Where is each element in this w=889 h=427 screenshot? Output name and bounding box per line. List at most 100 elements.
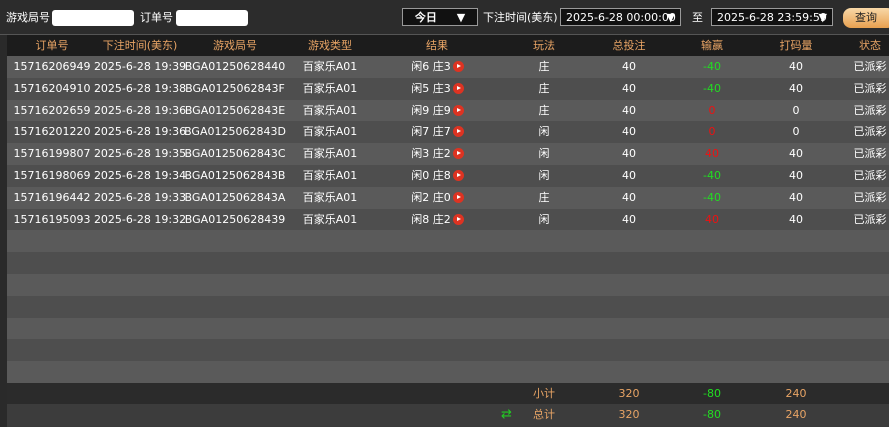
cell: 庄: [538, 190, 550, 204]
summary-value: -80: [703, 387, 721, 400]
caret: ▼: [818, 11, 827, 24]
cell: 40: [622, 103, 636, 117]
summary-value: 240: [785, 408, 807, 421]
column-header: 游戏局号: [213, 39, 257, 52]
empty-row: [7, 252, 889, 275]
cell: 40: [622, 169, 636, 182]
query-button[interactable]: 查询: [843, 8, 889, 28]
cell: 闲: [538, 169, 550, 182]
cell: 40: [789, 60, 803, 73]
empty-row: [7, 361, 889, 384]
cell: 40: [622, 147, 636, 161]
cell: 15716206949: [13, 60, 91, 73]
cell: 15716204910: [13, 81, 91, 95]
column-header: 结果: [426, 39, 448, 52]
play-icon[interactable]: [453, 148, 464, 160]
table-row[interactable]: [7, 56, 889, 78]
summary-value: -80: [703, 408, 721, 421]
cell: 庄: [538, 81, 550, 95]
summary-value: 320: [618, 408, 640, 421]
play-icon[interactable]: [453, 61, 464, 72]
empty-row: [7, 295, 889, 318]
cell: 2025-6-28 19:36: [93, 103, 187, 117]
column-header: 输赢: [701, 39, 723, 52]
play-icon[interactable]: [453, 213, 464, 225]
table-row[interactable]: [7, 143, 889, 166]
cell: 0: [792, 125, 800, 139]
cell: 40: [789, 81, 803, 95]
cell: 百家乐A01: [302, 190, 358, 204]
cell: BGA0125062843A: [184, 190, 286, 204]
column-header: 游戏类型: [308, 39, 352, 52]
table-row[interactable]: [7, 99, 889, 122]
summary-label: 小计: [533, 387, 555, 400]
play-icon[interactable]: [453, 104, 464, 116]
cell: 15716195093: [13, 212, 91, 226]
cell: 0: [708, 103, 716, 117]
summary-value: 240: [785, 387, 807, 400]
cell: 庄: [538, 60, 550, 73]
period-select[interactable]: 今日 ▼: [402, 8, 478, 26]
cell: 15716199807: [13, 147, 91, 161]
play-icon[interactable]: [453, 170, 464, 181]
label: 至: [692, 11, 703, 24]
cell: 百家乐A01: [302, 60, 358, 73]
start-select[interactable]: 2025-6-28 00:00:00 ▼: [560, 8, 681, 26]
label: 订单号: [140, 11, 173, 24]
cell: 40: [789, 147, 803, 161]
table-row[interactable]: [7, 77, 889, 100]
cell: 15716202659: [13, 103, 91, 117]
cell: 2025-6-28 19:34: [93, 169, 187, 182]
cell: 40: [622, 60, 636, 73]
cell: 40: [622, 125, 636, 139]
cell: 40: [622, 212, 636, 226]
value: 今日: [414, 11, 437, 24]
label: 游戏局号: [6, 11, 50, 24]
cell: 闲0 庄8: [411, 169, 451, 182]
cell: 已派彩: [853, 81, 887, 95]
play-icon[interactable]: [453, 126, 464, 138]
summary-value: 320: [618, 387, 640, 400]
cell: 闲2 庄0: [411, 190, 451, 204]
empty-row: [7, 339, 889, 362]
play-icon[interactable]: [453, 82, 464, 94]
cell: 2025-6-28 19:35: [93, 147, 187, 161]
cell: 闲5 庄3: [411, 81, 451, 95]
cell: 已派彩: [853, 190, 887, 204]
subtotal-row: [7, 383, 889, 405]
cell: 40: [705, 212, 719, 226]
header-row: [7, 35, 889, 56]
cell: 百家乐A01: [302, 212, 358, 226]
cell: -40: [703, 81, 721, 95]
cell: 已派彩: [853, 212, 887, 226]
table-row[interactable]: [7, 165, 889, 187]
cell: 闲: [538, 125, 550, 139]
cell: 闲8 庄2: [411, 212, 451, 226]
cell: 40: [622, 190, 636, 204]
cell: 百家乐A01: [302, 147, 358, 161]
column-header: 打码量: [779, 39, 813, 52]
cell: 2025-6-28 19:33: [93, 190, 187, 204]
column-header: 玩法: [533, 39, 555, 52]
empty-row: [7, 274, 889, 296]
cell: 百家乐A01: [302, 103, 358, 117]
cell: 15716196442: [13, 190, 91, 204]
label: 下注时间(美东): [483, 11, 558, 24]
table-row[interactable]: [7, 186, 889, 209]
cell: 已派彩: [853, 103, 887, 117]
value: 2025-6-28 23:59:59: [717, 11, 827, 24]
cell: 0: [708, 125, 716, 139]
end-select[interactable]: 2025-6-28 23:59:59 ▼: [711, 8, 833, 26]
cell: 40: [789, 190, 803, 204]
cell: 2025-6-28 19:39: [93, 60, 187, 73]
order-input[interactable]: [176, 10, 248, 26]
table-row[interactable]: [7, 121, 889, 144]
table-row[interactable]: [7, 208, 889, 231]
refresh-icon[interactable]: ⇄: [501, 407, 512, 422]
round-input[interactable]: [52, 10, 134, 26]
cell: -40: [703, 190, 721, 204]
play-icon[interactable]: [453, 191, 464, 203]
cell: 0: [792, 103, 800, 117]
left-edge: [0, 35, 7, 427]
